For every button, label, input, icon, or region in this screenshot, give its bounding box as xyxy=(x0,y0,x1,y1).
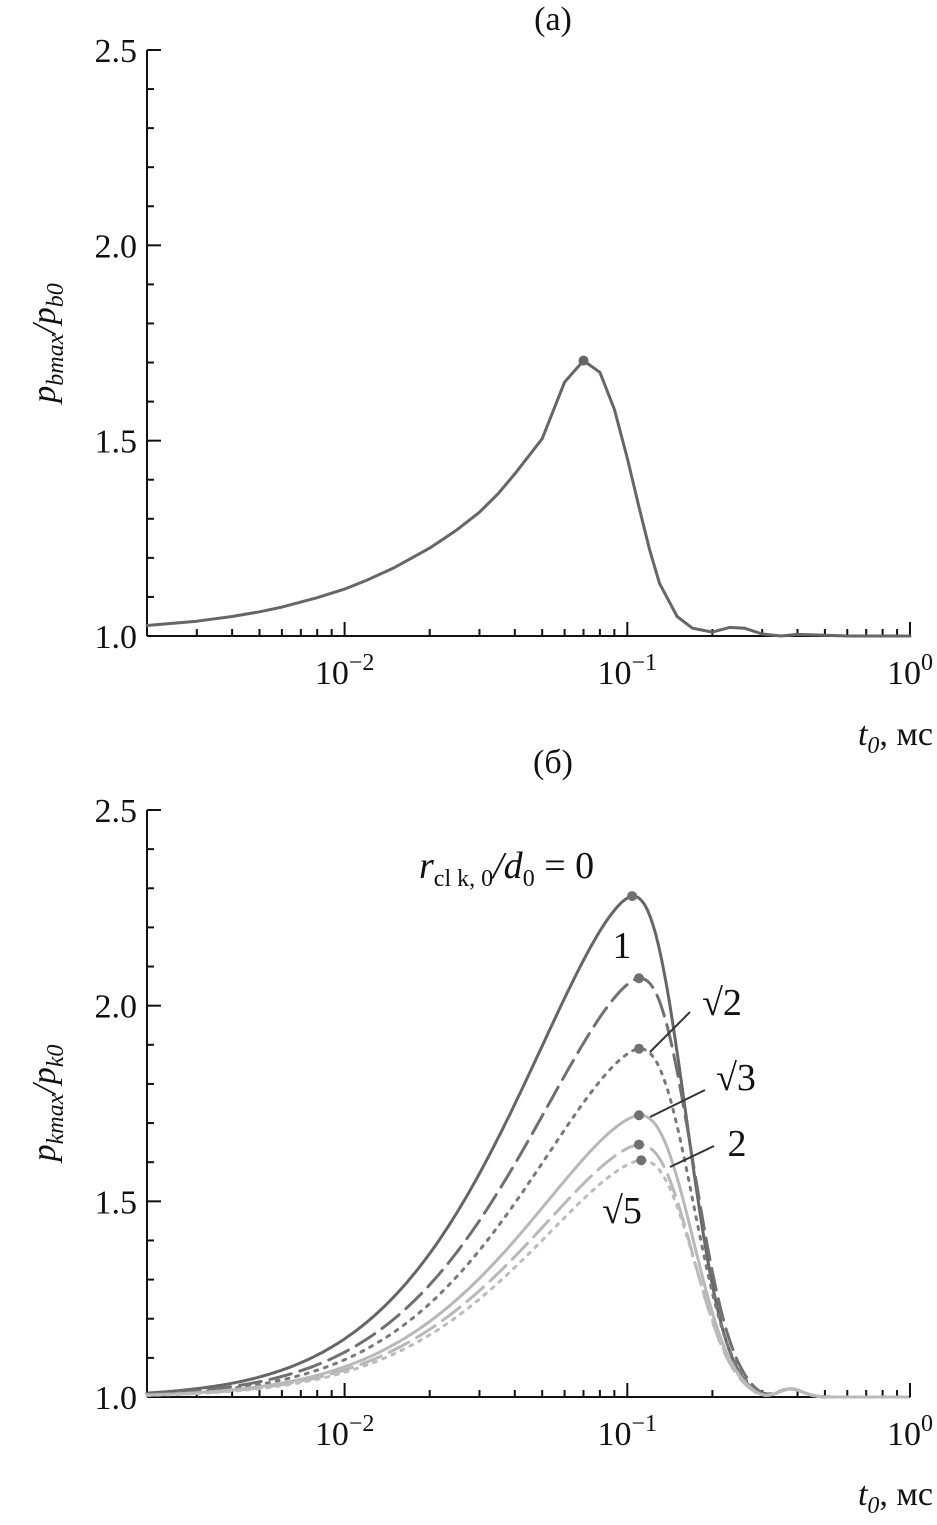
legend-title-b: rcl k, 0/d0 = 0 xyxy=(419,845,594,892)
series-label-sqrt2: √2 xyxy=(702,982,742,1024)
series-annotations-b: 1 √2 √3 2 √5 xyxy=(602,925,756,1232)
series-line-r1 xyxy=(145,976,909,1399)
x-axis-title-a: t0, мс xyxy=(858,716,933,759)
x-tick-label: 10−2 xyxy=(315,1411,375,1453)
series-label-sqrt5: √5 xyxy=(602,1190,642,1232)
peak-marker xyxy=(627,891,638,902)
peak-marker xyxy=(578,355,589,366)
x-tick-label: 10−1 xyxy=(598,1411,658,1453)
y-axis-title-a: pbmax/pb0 xyxy=(26,283,69,404)
leader-line-sqrt3 xyxy=(649,1089,706,1118)
peak-marker xyxy=(634,973,645,984)
series-line-r5 xyxy=(145,1158,909,1399)
series-group-a xyxy=(145,355,912,638)
peak-marker xyxy=(634,1043,645,1054)
series-group-b xyxy=(145,891,909,1399)
panel-a-label: (а) xyxy=(534,1,572,38)
x-axis-title-b: t0, мс xyxy=(858,1476,933,1519)
series-label-2: 2 xyxy=(728,1123,747,1165)
y-tick-label: 1.5 xyxy=(95,1184,138,1221)
y-axis-title-b: pkmax/pk0 xyxy=(26,1045,69,1164)
y-tick-label: 2.5 xyxy=(95,33,138,70)
leader-line-sqrt2 xyxy=(649,1011,691,1053)
panel-b-label: (б) xyxy=(533,744,573,781)
y-tick-label: 2.5 xyxy=(95,793,138,830)
series-line-r2 xyxy=(145,1047,909,1399)
x-tick-label: 10−1 xyxy=(598,650,658,692)
series-line-main xyxy=(145,359,912,638)
panel-b: (б) pkmax/pk0 t0, мс rcl k, 0/d0 = 0 1.0… xyxy=(26,744,933,1519)
axes-a: 1.0 1.5 2.0 2.5 10−2 10−1 100 xyxy=(95,33,934,692)
series-line-r3 xyxy=(145,1113,909,1399)
series-label-1: 1 xyxy=(613,925,632,967)
series-line-r4 xyxy=(145,1143,909,1399)
y-tick-label: 1.0 xyxy=(95,1380,138,1417)
peak-marker xyxy=(634,1139,645,1150)
x-tick-label: 100 xyxy=(887,1411,933,1453)
panel-a: (а) pbmax/pb0 t0, мс 1.0 1.5 2.0 2.5 10−2 10−… xyxy=(26,1,933,759)
y-tick-label: 1.0 xyxy=(95,619,138,656)
x-tick-label: 10−2 xyxy=(315,650,375,692)
series-line-r0 xyxy=(145,894,909,1399)
peak-marker xyxy=(634,1110,645,1121)
leader-line-2 xyxy=(669,1145,715,1168)
axes-b: 1.0 1.5 2.0 2.5 10−2 10−1 100 xyxy=(95,793,934,1453)
y-tick-label: 2.0 xyxy=(95,989,138,1026)
y-tick-label: 1.5 xyxy=(95,424,138,461)
y-tick-label: 2.0 xyxy=(95,228,138,265)
series-label-sqrt3: √3 xyxy=(716,1057,756,1099)
peak-marker xyxy=(636,1155,647,1166)
x-tick-label: 100 xyxy=(887,650,933,692)
